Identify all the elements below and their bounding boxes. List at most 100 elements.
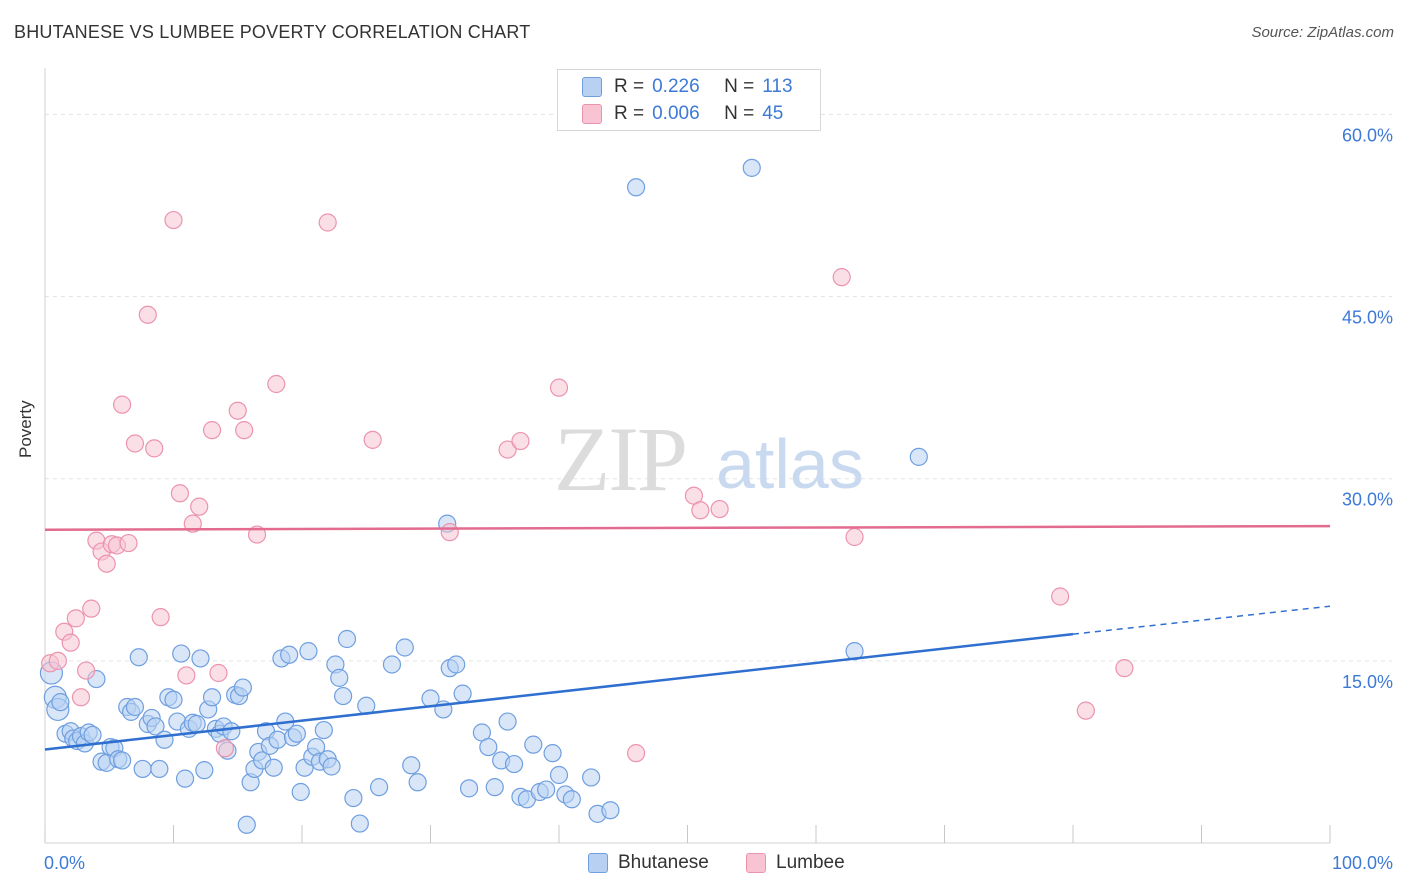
bhutanese-point bbox=[187, 714, 206, 734]
bhutanese-point bbox=[291, 782, 310, 802]
bhutanese-point bbox=[175, 769, 195, 788]
bhutanese-point bbox=[334, 686, 353, 706]
n-label: N = bbox=[724, 103, 755, 124]
bhutanese-point bbox=[202, 688, 222, 707]
bhutanese-point bbox=[459, 779, 479, 798]
y-tick-label: 15.0% bbox=[1342, 672, 1393, 692]
lumbee-point bbox=[66, 609, 85, 628]
legend-item-lumbee[interactable]: Lumbee bbox=[746, 852, 845, 874]
watermark-atlas: atlas bbox=[716, 425, 864, 503]
lumbee-point bbox=[318, 213, 337, 232]
bhutanese-point bbox=[498, 712, 517, 731]
bhutanese-point bbox=[51, 693, 70, 712]
bhutanese-point bbox=[742, 158, 761, 177]
r-value: 0.226 bbox=[652, 76, 700, 97]
bhutanese-point bbox=[382, 655, 402, 674]
bhutanese-point bbox=[582, 768, 601, 787]
legend-row-bhutanese: R = 0.226 N = 113 bbox=[582, 74, 793, 100]
tick-label-layer: 15.0% 30.0% 45.0% 60.0% 0.0% 100.0% bbox=[44, 125, 1393, 873]
y-tick-label: 30.0% bbox=[1342, 490, 1393, 510]
lumbee-point bbox=[48, 651, 67, 670]
lumbee-point bbox=[549, 378, 569, 397]
lumbee-point bbox=[209, 663, 228, 683]
bhutanese-point bbox=[155, 730, 174, 749]
legend-label: Bhutanese bbox=[618, 852, 709, 873]
bhutanese-point bbox=[146, 717, 165, 736]
n-label: N = bbox=[724, 76, 755, 97]
lumbee-point bbox=[151, 608, 170, 627]
lumbee-point bbox=[710, 499, 729, 519]
n-value: 45 bbox=[762, 103, 784, 124]
legend-label: Lumbee bbox=[776, 852, 845, 873]
bhutanese-swatch bbox=[588, 853, 608, 873]
bhutanese-point bbox=[83, 725, 102, 745]
bhutanese-point bbox=[350, 814, 369, 833]
bhutanese-point bbox=[287, 724, 306, 743]
lumbee-point bbox=[61, 633, 80, 652]
lumbee-point bbox=[845, 527, 864, 547]
bhutanese-point bbox=[344, 788, 363, 808]
lumbee-point bbox=[164, 210, 183, 230]
watermark: ZIP atlas bbox=[554, 408, 864, 510]
bhutanese-point bbox=[453, 684, 472, 703]
lumbee-point bbox=[112, 395, 132, 414]
lumbee-point bbox=[202, 421, 222, 440]
bhutanese-point bbox=[479, 737, 498, 757]
bhutanese-point bbox=[164, 690, 183, 709]
x-tick-label-max: 100.0% bbox=[1332, 853, 1393, 873]
r-label: R = bbox=[614, 76, 645, 97]
lumbee-trendline bbox=[44, 524, 1331, 531]
bhutanese-point bbox=[264, 758, 283, 777]
lumbee-point bbox=[626, 744, 646, 763]
bhutanese-point bbox=[222, 722, 241, 741]
trend-layer bbox=[44, 524, 1331, 751]
lumbee-point bbox=[71, 688, 91, 707]
bhutanese-point bbox=[191, 649, 210, 668]
lumbee-point bbox=[235, 421, 254, 440]
bhutanese-point bbox=[133, 759, 152, 779]
bhutanese-point bbox=[268, 730, 287, 749]
bhutanese-point bbox=[125, 697, 145, 717]
lumbee-point bbox=[228, 401, 247, 420]
bhutanese-point bbox=[299, 642, 318, 661]
lumbee-point bbox=[691, 501, 710, 520]
source-credit: Source: ZipAtlas.com bbox=[1251, 24, 1394, 41]
lumbee-point bbox=[125, 434, 145, 453]
bhutanese-point bbox=[337, 629, 357, 649]
lumbee-point bbox=[170, 484, 190, 503]
lumbee-point bbox=[267, 374, 286, 394]
legend-item-bhutanese[interactable]: Bhutanese bbox=[588, 852, 709, 874]
bhutanese-point bbox=[402, 756, 421, 775]
lumbee-point bbox=[215, 739, 234, 758]
bhutanese-point bbox=[195, 761, 214, 780]
bhutanese-point bbox=[370, 778, 389, 797]
bhutanese-point bbox=[233, 678, 252, 697]
lumbee-point bbox=[832, 268, 851, 287]
lumbee-point bbox=[498, 440, 517, 459]
lumbee-point bbox=[119, 533, 138, 553]
bhutanese-point bbox=[395, 638, 414, 657]
bhutanese-point bbox=[408, 773, 427, 792]
bhutanese-point bbox=[150, 759, 169, 779]
bhutanese-point bbox=[280, 645, 299, 664]
bhutanese-point bbox=[626, 178, 646, 197]
bhutanese-trendline-extension bbox=[1072, 605, 1331, 635]
bhutanese-point bbox=[543, 744, 562, 763]
bhutanese-point bbox=[601, 801, 620, 820]
bhutanese-point bbox=[322, 757, 341, 776]
chart-title: BHUTANESE VS LUMBEE POVERTY CORRELATION … bbox=[14, 22, 531, 42]
bhutanese-point bbox=[314, 720, 333, 740]
lumbee-swatch bbox=[582, 104, 602, 124]
lumbee-point bbox=[1076, 701, 1095, 720]
r-value: 0.006 bbox=[652, 103, 700, 124]
lumbee-point bbox=[440, 523, 459, 542]
lumbee-point bbox=[183, 514, 202, 533]
bhutanese-point bbox=[129, 648, 148, 667]
lumbee-point bbox=[177, 666, 196, 685]
bhutanese-point bbox=[909, 447, 928, 466]
lumbee-point bbox=[1051, 587, 1070, 606]
bhutanese-point bbox=[485, 778, 504, 797]
axis-layer bbox=[44, 68, 1331, 844]
bhutanese-point bbox=[562, 790, 581, 809]
lumbee-point bbox=[82, 599, 101, 618]
